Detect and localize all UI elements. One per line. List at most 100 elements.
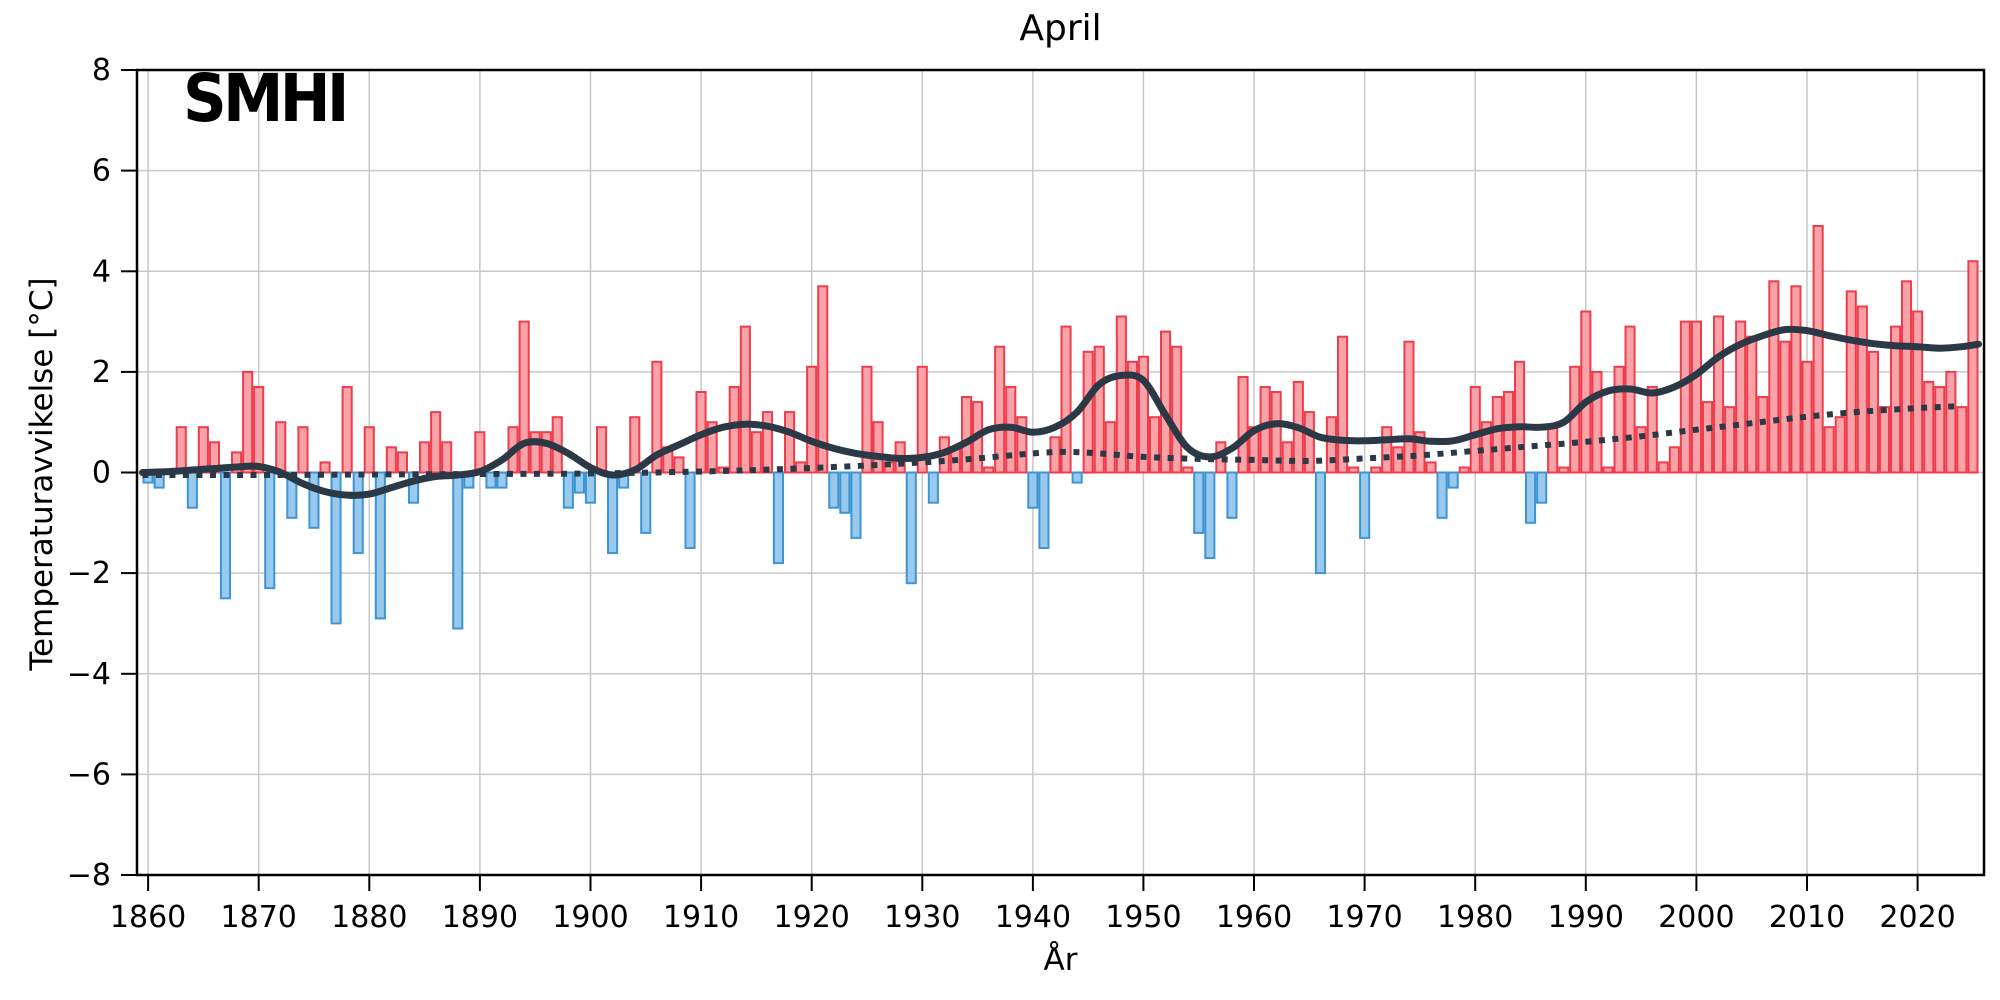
anomaly-bar-1954 xyxy=(1182,466,1194,474)
anomaly-bar-1953 xyxy=(1171,345,1183,474)
anomaly-bar-1875 xyxy=(308,471,320,529)
anomaly-bar-1914 xyxy=(739,325,751,474)
y-tick-label: 8 xyxy=(92,53,111,88)
anomaly-bar-1965 xyxy=(1303,411,1315,474)
y-tick-label: 4 xyxy=(92,254,111,289)
anomaly-bar-2019 xyxy=(1901,280,1913,474)
x-tick-label: 1970 xyxy=(1326,900,1402,935)
anomaly-bar-1896 xyxy=(540,431,552,474)
y-tick-label: 0 xyxy=(92,456,111,491)
anomaly-bar-1983 xyxy=(1502,391,1515,474)
anomaly-bar-1995 xyxy=(1635,426,1647,474)
x-tick-label: 2010 xyxy=(1769,900,1845,935)
anomaly-bar-2005 xyxy=(1746,335,1758,474)
anomaly-bar-1895 xyxy=(529,431,541,474)
x-tick-label: 1920 xyxy=(774,900,850,935)
anomaly-bar-1871 xyxy=(264,471,276,590)
anomaly-bar-2001 xyxy=(1702,401,1714,474)
anomaly-bar-1921 xyxy=(817,285,829,474)
x-tick-label: 1990 xyxy=(1548,900,1624,935)
x-tick-label: 1890 xyxy=(442,900,518,935)
anomaly-bar-1913 xyxy=(728,386,740,474)
anomaly-bar-1923 xyxy=(839,471,851,514)
anomaly-bar-1898 xyxy=(562,471,574,509)
anomaly-bar-1985 xyxy=(1525,471,1537,524)
x-tick-label: 1930 xyxy=(884,900,960,935)
anomaly-bar-1986 xyxy=(1536,471,1548,504)
anomaly-bar-1926 xyxy=(872,421,884,474)
y-tick-label: −8 xyxy=(67,858,111,893)
anomaly-bar-1920 xyxy=(806,365,818,474)
anomaly-bar-1947 xyxy=(1104,421,1116,474)
anomaly-bar-1966 xyxy=(1314,471,1327,575)
anomaly-bar-1905 xyxy=(640,471,652,534)
anomaly-bar-1902 xyxy=(607,471,619,554)
trend-dotted-line xyxy=(142,403,1963,479)
y-tick-label: −2 xyxy=(67,556,111,591)
chart-title: April xyxy=(1019,8,1102,49)
anomaly-bar-1883 xyxy=(396,451,408,474)
x-axis-label: År xyxy=(1043,942,1078,978)
anomaly-bar-1977 xyxy=(1436,471,1448,519)
x-tick-label: 2020 xyxy=(1879,900,1955,935)
anomaly-bar-2011 xyxy=(1812,225,1824,474)
anomaly-bar-1916 xyxy=(761,411,774,474)
anomaly-bar-2024 xyxy=(1956,406,1968,474)
anomaly-bar-2022 xyxy=(1934,386,1946,474)
smhi-logo: SMHI xyxy=(183,60,350,137)
anomaly-bar-1931 xyxy=(927,471,939,504)
x-tick-label: 1910 xyxy=(663,900,739,935)
anomaly-bar-1991 xyxy=(1591,370,1603,474)
anomaly-bar-1992 xyxy=(1602,466,1614,474)
anomaly-bar-1929 xyxy=(905,471,917,585)
anomaly-bar-1868 xyxy=(231,451,243,474)
anomaly-bar-1880 xyxy=(363,426,375,474)
anomaly-bar-1936 xyxy=(983,466,995,474)
anomaly-bar-2015 xyxy=(1856,305,1868,474)
anomaly-bar-1950 xyxy=(1137,355,1150,474)
anomaly-bar-1909 xyxy=(684,471,696,549)
anomaly-bar-2009 xyxy=(1790,285,1802,474)
anomaly-bar-2014 xyxy=(1845,290,1857,474)
anomaly-bar-1996 xyxy=(1646,386,1658,474)
y-tick-label: 6 xyxy=(92,154,111,189)
anomaly-bar-1925 xyxy=(861,365,873,474)
anomaly-bar-2006 xyxy=(1757,396,1769,474)
x-tick-label: 1900 xyxy=(552,900,628,935)
anomaly-bar-2007 xyxy=(1768,280,1780,474)
anomaly-bar-1878 xyxy=(341,386,353,474)
anomaly-bar-1924 xyxy=(850,471,862,539)
anomaly-bar-1890 xyxy=(474,431,486,474)
anomaly-bar-1955 xyxy=(1193,471,1205,534)
anomaly-bar-1917 xyxy=(772,471,785,565)
x-tick-label: 1950 xyxy=(1105,900,1181,935)
anomaly-bar-1971 xyxy=(1370,466,1382,474)
anomaly-bar-1922 xyxy=(828,471,840,509)
anomaly-bar-1891 xyxy=(485,471,497,489)
x-tick-label: 2000 xyxy=(1658,900,1734,935)
anomaly-bar-1919 xyxy=(795,461,807,474)
anomaly-bar-1864 xyxy=(186,471,198,509)
anomaly-bar-1934 xyxy=(961,396,973,474)
anomaly-bar-1918 xyxy=(784,411,796,474)
anomaly-bar-1974 xyxy=(1403,340,1415,474)
anomaly-bar-1863 xyxy=(175,426,187,474)
anomaly-bar-1887 xyxy=(441,441,453,474)
anomaly-bar-1979 xyxy=(1458,466,1470,474)
anomaly-bar-2017 xyxy=(1878,406,1891,474)
anomaly-bar-1941 xyxy=(1038,471,1050,549)
anomaly-bar-1881 xyxy=(374,471,386,620)
anomaly-bar-1956 xyxy=(1204,471,1216,559)
anomaly-bar-1940 xyxy=(1027,471,1039,509)
anomaly-bar-1888 xyxy=(452,471,464,630)
anomaly-bar-1930 xyxy=(916,365,928,474)
anomaly-bar-1978 xyxy=(1447,471,1459,489)
y-tick-label: −4 xyxy=(67,657,111,692)
anomaly-bar-2025 xyxy=(1967,260,1979,474)
anomaly-bar-1872 xyxy=(275,421,287,474)
anomaly-bar-1867 xyxy=(219,471,231,600)
anomaly-bar-2013 xyxy=(1834,416,1846,474)
anomaly-bar-1959 xyxy=(1237,375,1249,474)
anomaly-bar-1946 xyxy=(1093,345,1105,474)
